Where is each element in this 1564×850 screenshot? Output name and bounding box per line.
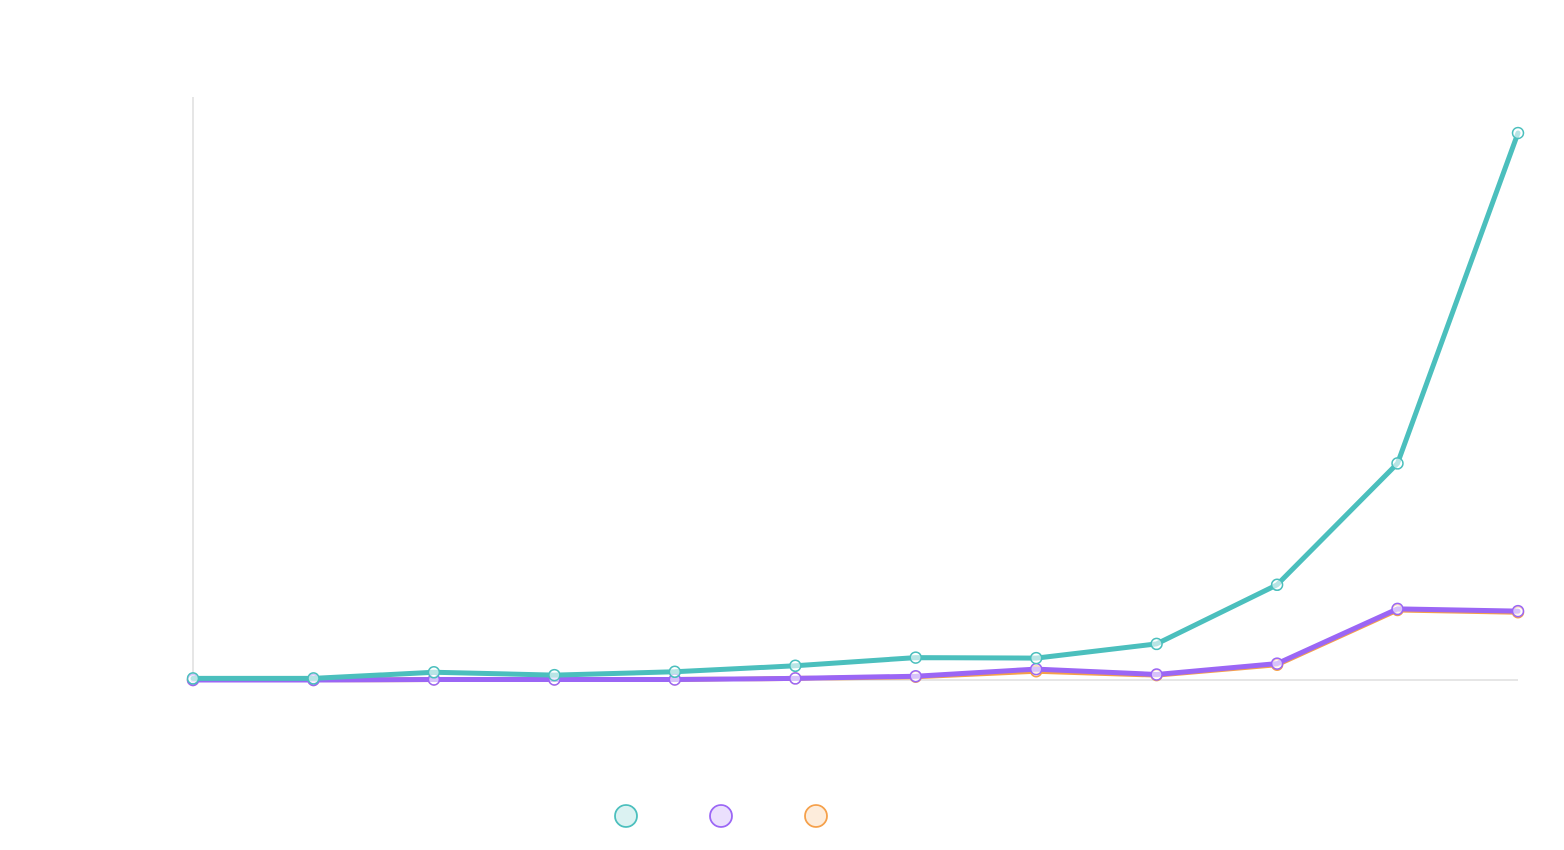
series-2-point[interactable] (909, 669, 922, 683)
series-2-point[interactable] (1391, 602, 1404, 616)
series-1-line (190, 130, 1521, 681)
series-2-line (190, 606, 1521, 683)
series-1-point[interactable] (186, 672, 200, 685)
series-1-point[interactable] (789, 659, 802, 673)
legend-marker-series-2[interactable] (709, 804, 733, 828)
series-1-point[interactable] (909, 651, 922, 664)
series-1-point[interactable] (1150, 637, 1163, 651)
series-1-point[interactable] (1391, 457, 1404, 470)
legend-marker-series-1[interactable] (614, 804, 638, 828)
series-1-point[interactable] (307, 672, 320, 685)
series-2-point[interactable] (1270, 657, 1284, 670)
series-1-point[interactable] (427, 666, 441, 679)
series-2-point[interactable] (789, 672, 802, 685)
series-1 (186, 126, 1525, 685)
legend (614, 804, 828, 828)
series-2-point[interactable] (1029, 662, 1043, 676)
series-1-point[interactable] (1270, 578, 1284, 592)
series-1-point[interactable] (1511, 126, 1525, 140)
series-1-point[interactable] (668, 665, 682, 679)
series-1-point[interactable] (548, 668, 561, 682)
series-1-point[interactable] (1029, 651, 1043, 665)
series-2-point[interactable] (1150, 668, 1163, 681)
legend-marker-series-3[interactable] (804, 804, 828, 828)
series-2-point[interactable] (1511, 604, 1525, 618)
series-layer (186, 126, 1525, 687)
